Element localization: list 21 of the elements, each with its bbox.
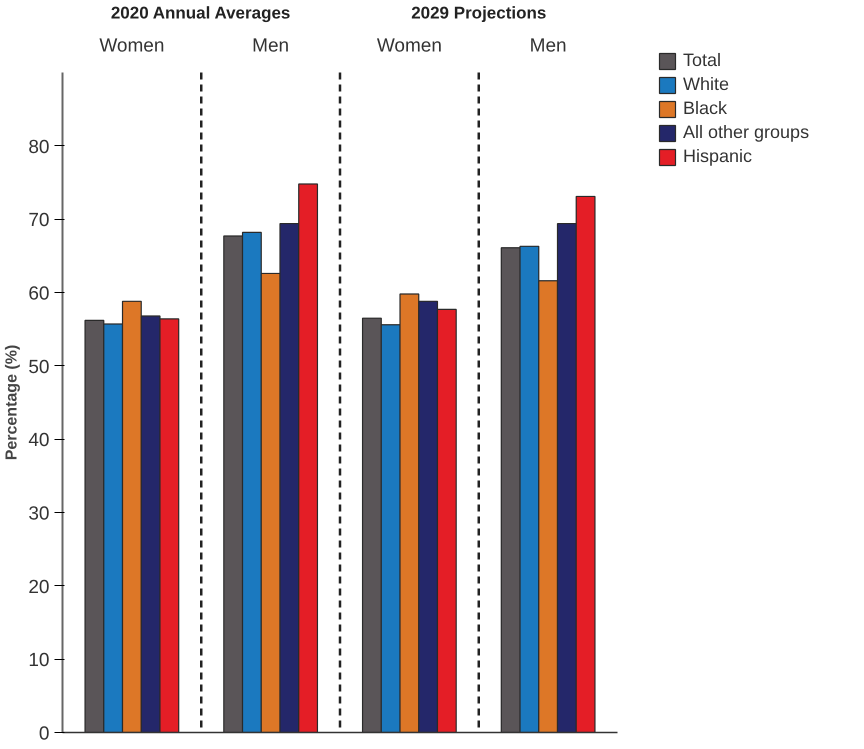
y-tick-label: 0	[38, 724, 50, 744]
x-tick-label: Men	[530, 36, 567, 56]
y-tick-label: 40	[28, 430, 50, 452]
y-tick-label: 70	[28, 210, 50, 232]
x-tick-label: Men	[252, 36, 290, 56]
legend-label: White	[683, 74, 730, 95]
legend-label: Black	[683, 98, 728, 119]
x-tick-label: Women	[99, 36, 164, 56]
y-tick-label: 50	[28, 356, 50, 378]
legend-label: Hispanic	[683, 146, 752, 167]
legend-label: All other groups	[683, 122, 810, 143]
y-tick-label: 80	[28, 136, 50, 158]
y-axis-title: Percentage (%)	[3, 344, 20, 460]
x-tick-label: Women	[376, 36, 442, 56]
y-tick-label: 60	[28, 284, 50, 304]
text: 2020 Annual Averages	[110, 4, 290, 22]
y-tick-label: 30	[28, 504, 50, 524]
y-tick-label: 10	[28, 650, 50, 672]
y-tick-label: 20	[28, 576, 50, 598]
text: 2029 Projections	[411, 4, 546, 22]
legend-label: Total	[683, 50, 722, 71]
